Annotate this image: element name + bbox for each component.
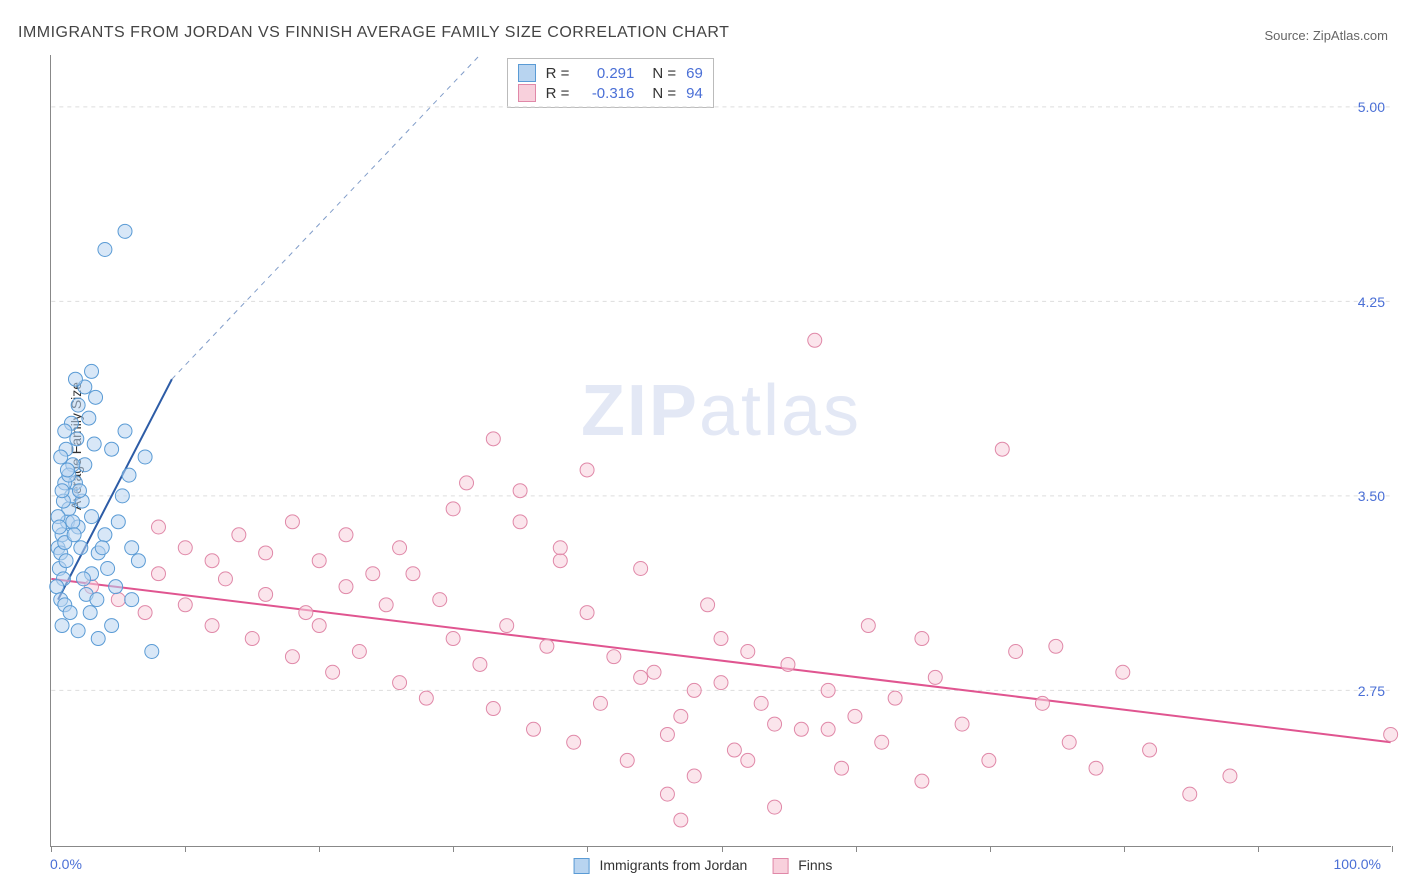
legend-label-series1: Immigrants from Jordan <box>599 857 747 873</box>
legend-item-series2: Finns <box>772 857 832 874</box>
x-axis-min-label: 0.0% <box>50 856 82 872</box>
scatter-plot-svg <box>51 55 1391 846</box>
x-tick <box>1124 846 1125 852</box>
x-tick <box>990 846 991 852</box>
x-axis-max-label: 100.0% <box>1334 856 1381 872</box>
x-tick <box>856 846 857 852</box>
y-tick-label: 3.50 <box>1358 488 1385 504</box>
x-tick <box>453 846 454 852</box>
legend-item-series1: Immigrants from Jordan <box>574 857 748 874</box>
x-tick <box>1258 846 1259 852</box>
y-tick-label: 4.25 <box>1358 294 1385 310</box>
source-attribution: Source: ZipAtlas.com <box>1264 28 1388 43</box>
y-tick-label: 2.75 <box>1358 683 1385 699</box>
x-tick <box>51 846 52 852</box>
chart-title: IMMIGRANTS FROM JORDAN VS FINNISH AVERAG… <box>18 24 729 42</box>
x-tick <box>587 846 588 852</box>
legend-label-series2: Finns <box>798 857 832 873</box>
y-tick-label: 5.00 <box>1358 99 1385 115</box>
source-name: ZipAtlas.com <box>1313 28 1388 43</box>
x-tick <box>1392 846 1393 852</box>
chart-plot-area: ZIPatlas R = 0.291 N = 69 R = -0.316 N =… <box>50 55 1391 847</box>
source-prefix: Source: <box>1264 28 1312 43</box>
x-tick <box>319 846 320 852</box>
series-legend: Immigrants from Jordan Finns <box>574 857 833 874</box>
x-tick <box>722 846 723 852</box>
legend-swatch-series1 <box>574 858 590 874</box>
x-tick <box>185 846 186 852</box>
legend-swatch-series2 <box>772 858 788 874</box>
